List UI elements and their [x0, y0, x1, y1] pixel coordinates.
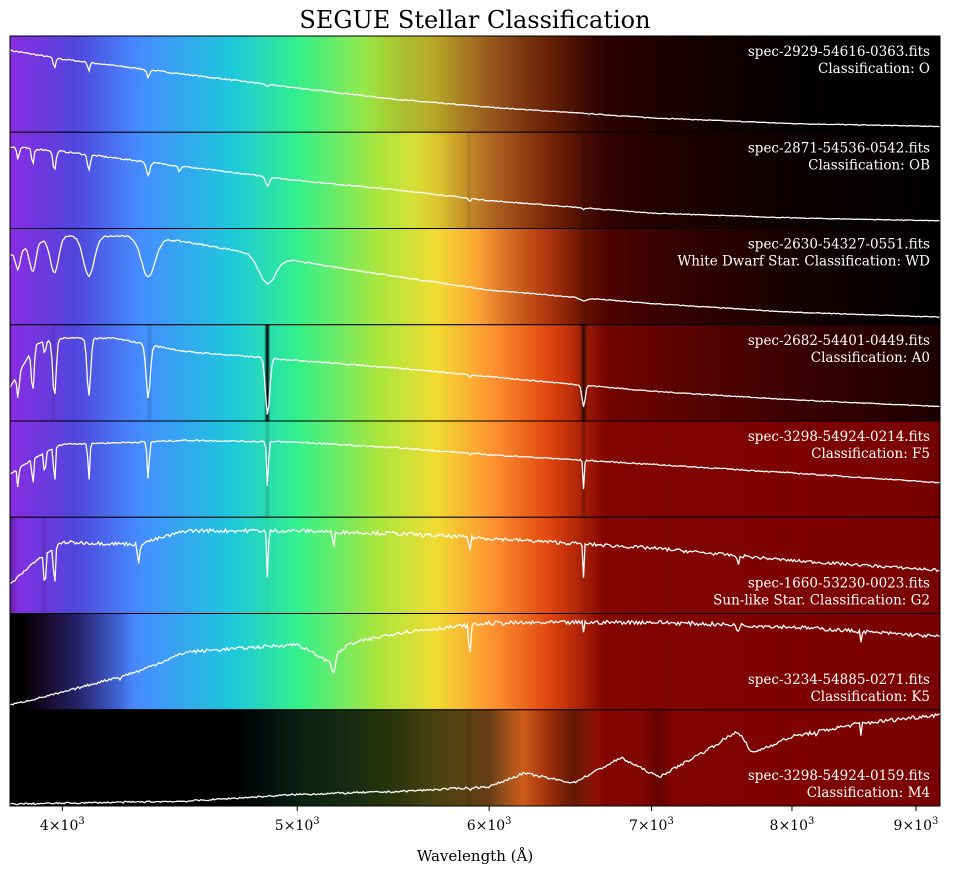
- spectrum-background: [10, 228, 940, 325]
- spectrum-panel: spec-3298-54924-0214.fitsClassification:…: [9, 420, 941, 518]
- x-axis-label: Wavelength (Å): [417, 847, 533, 865]
- panel-filename: spec-1660-53230-0023.fits: [748, 576, 930, 592]
- panel-classification: Sun-like Star. Classification: G2: [713, 593, 930, 609]
- chart-title: SEGUE Stellar Classification: [299, 6, 650, 34]
- panel-classification: Classification: OB: [808, 157, 930, 173]
- panel-classification: Classification: M4: [807, 785, 930, 801]
- spectrum-background: [10, 709, 940, 806]
- panel-filename: spec-2630-54327-0551.fits: [748, 237, 930, 253]
- spectrum-line: [9, 146, 941, 222]
- panel-classification: White Dwarf Star. Classification: WD: [677, 254, 930, 270]
- panel-classification: Classification: O: [818, 61, 930, 77]
- panel-filename: spec-3298-54924-0159.fits: [748, 768, 930, 784]
- spectrum-line: [9, 336, 941, 415]
- spectrum-background: [10, 36, 940, 133]
- panel-frame: [9, 709, 941, 807]
- spectrum-line: [9, 234, 941, 318]
- spectrum-background: [10, 517, 940, 614]
- spectrum-panel: spec-3234-54885-0271.fitsClassification:…: [9, 613, 941, 711]
- x-tick-label: 5×103: [275, 816, 320, 834]
- spectrum-line: [9, 712, 941, 806]
- spectrum-panel: spec-2682-54401-0449.fitsClassification:…: [9, 324, 941, 422]
- panel-classification: Classification: F5: [811, 446, 930, 462]
- spectrum-line: [9, 49, 941, 128]
- spectrum-line: [9, 527, 941, 585]
- spectrum-panel: spec-2871-54536-0542.fitsClassification:…: [9, 131, 941, 229]
- spectrum-background: [10, 421, 940, 518]
- panel-filename: spec-2929-54616-0363.fits: [748, 44, 930, 60]
- panel-filename: spec-2682-54401-0449.fits: [748, 333, 930, 349]
- panel-filename: spec-3298-54924-0214.fits: [748, 429, 930, 445]
- panel-classification: Classification: K5: [810, 689, 930, 705]
- spectrum-background: [10, 324, 940, 421]
- spectrum-background: [10, 613, 940, 710]
- x-tick-label: 7×103: [629, 816, 674, 834]
- x-axis: 4×103 5×103 6×103 7×103 8×103 9×103: [40, 806, 938, 834]
- panel-classification: Classification: A0: [811, 350, 930, 366]
- spectrum-line: [9, 619, 941, 706]
- x-tick-label: 4×103: [40, 816, 85, 834]
- panels: spec-2929-54616-0363.fitsClassification:…: [9, 35, 941, 807]
- spectrum-panel: spec-3298-54924-0159.fitsClassification:…: [9, 709, 941, 807]
- spectrum-panel: spec-2929-54616-0363.fitsClassification:…: [9, 35, 941, 133]
- spectrum-line: [9, 438, 941, 490]
- panel-filename: spec-2871-54536-0542.fits: [748, 140, 930, 156]
- panel-filename: spec-3234-54885-0271.fits: [748, 672, 930, 688]
- x-tick-label: 9×103: [894, 816, 939, 834]
- x-tick-label: 6×103: [467, 816, 512, 834]
- spectrum-background: [10, 132, 940, 229]
- x-tick-label: 8×103: [770, 816, 815, 834]
